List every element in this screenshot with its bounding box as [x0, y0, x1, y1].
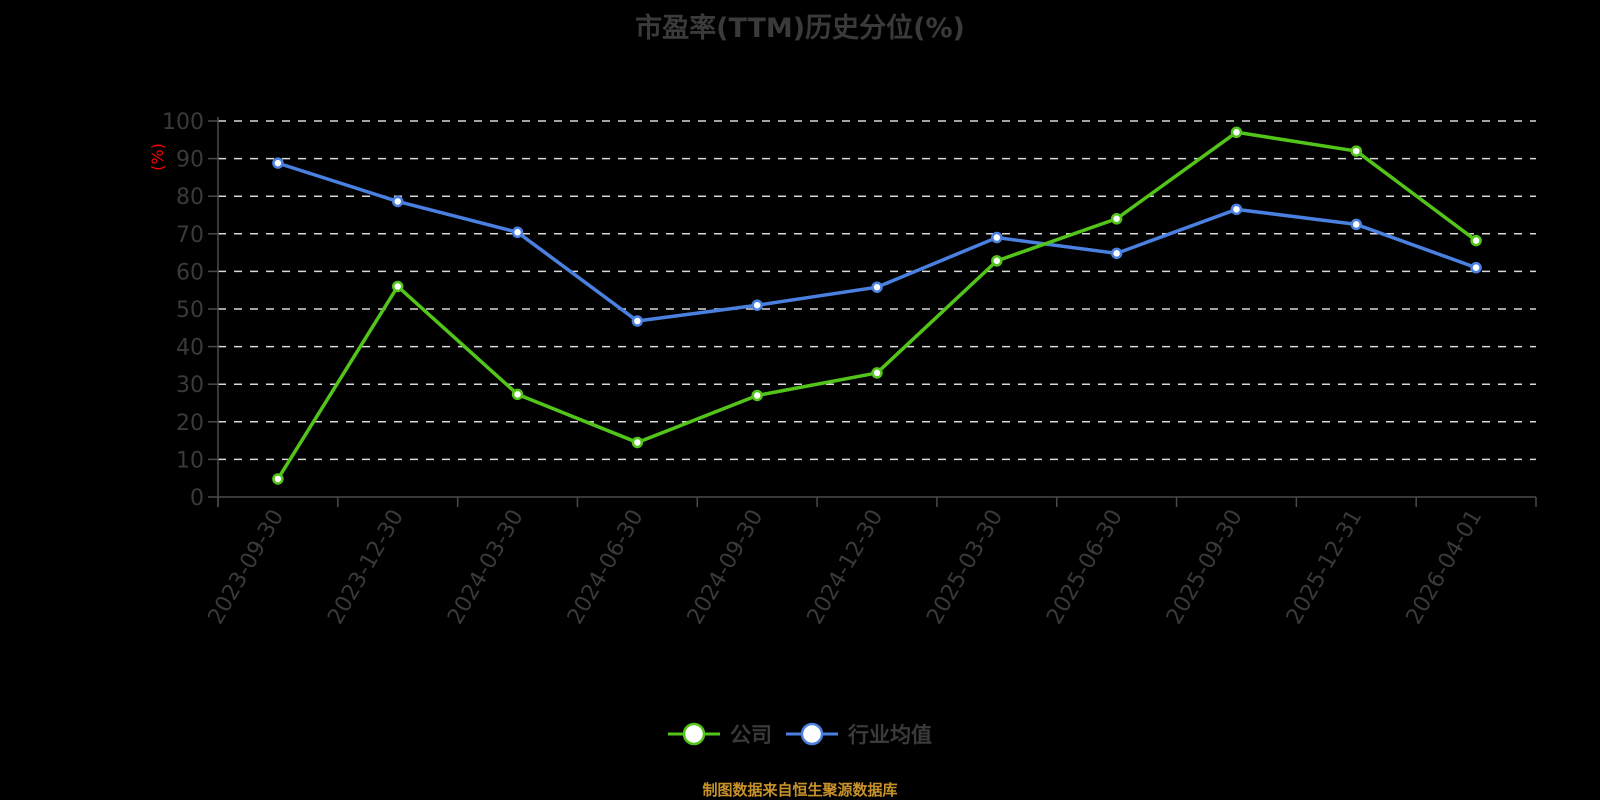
x-tick-label: 2024-09-30	[683, 506, 769, 629]
data-point[interactable]	[1110, 247, 1123, 260]
y-tick-label: 70	[176, 223, 204, 248]
data-point[interactable]	[991, 231, 1003, 244]
y-axis-unit-label: (%)	[148, 143, 167, 171]
data-point[interactable]	[511, 226, 524, 239]
circle-line-icon	[668, 722, 720, 746]
series-industry-average	[272, 157, 1482, 327]
data-source-note: 制图数据来自恒生聚源数据库	[702, 781, 898, 799]
x-tick-label: 2025-09-30	[1162, 506, 1248, 629]
x-tick-label: 2023-12-30	[323, 506, 409, 629]
data-point[interactable]	[751, 299, 763, 311]
y-tick-label: 30	[176, 373, 204, 398]
data-point[interactable]	[991, 255, 1003, 267]
x-tick-label: 2025-06-30	[1042, 506, 1128, 629]
data-point[interactable]	[1230, 126, 1243, 139]
x-tick-label: 2024-03-30	[443, 506, 529, 629]
y-tick-label: 20	[176, 411, 204, 436]
data-point[interactable]	[871, 281, 883, 293]
data-point[interactable]	[1350, 218, 1363, 231]
y-tick-label: 50	[176, 298, 204, 323]
data-point[interactable]	[631, 315, 644, 327]
x-tick-label: 2026-04-01	[1402, 506, 1488, 629]
data-point[interactable]	[391, 280, 404, 293]
y-tick-label: 90	[176, 148, 204, 173]
legend: 公司 行业均值	[0, 719, 1600, 749]
y-tick-label: 0	[190, 486, 204, 511]
x-tick-label: 2023-09-30	[204, 506, 290, 629]
y-tick-label: 100	[162, 110, 204, 135]
legend-label: 行业均值	[848, 723, 932, 747]
x-tick-label: 2025-12-31	[1282, 506, 1368, 629]
data-point[interactable]	[511, 388, 524, 401]
chart-title: 市盈率(TTM)历史分位(%)	[635, 13, 965, 44]
y-tick-label: 10	[176, 448, 204, 473]
x-tick-label: 2025-03-30	[922, 506, 1008, 629]
legend-item-company[interactable]: 公司	[668, 719, 772, 749]
legend-item-industry-average[interactable]: 行业均值	[786, 719, 932, 749]
data-point[interactable]	[1230, 203, 1243, 216]
y-tick-label: 80	[176, 185, 204, 210]
data-point[interactable]	[871, 367, 883, 379]
y-tick-label: 40	[176, 336, 204, 361]
data-point[interactable]	[1470, 234, 1482, 247]
data-point[interactable]	[391, 195, 404, 208]
circle-line-icon	[786, 722, 838, 746]
legend-label: 公司	[730, 723, 772, 747]
y-tick-label: 60	[176, 260, 204, 285]
data-point[interactable]	[631, 436, 644, 449]
x-tick-label: 2024-12-30	[803, 506, 889, 629]
data-point[interactable]	[272, 157, 284, 169]
data-point[interactable]	[1470, 261, 1482, 274]
x-tick-label: 2024-06-30	[563, 506, 649, 629]
data-point[interactable]	[751, 389, 763, 402]
data-point[interactable]	[272, 473, 284, 485]
data-point[interactable]	[1350, 145, 1363, 157]
data-point[interactable]	[1110, 213, 1123, 225]
series-company	[272, 126, 1482, 485]
